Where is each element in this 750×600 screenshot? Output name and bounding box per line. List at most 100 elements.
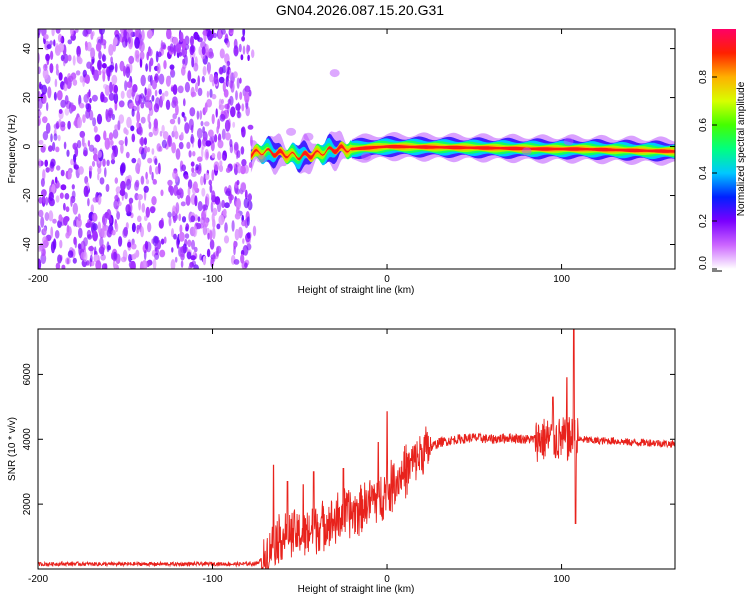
- noise-blob: [233, 246, 236, 256]
- noise-blob: [56, 165, 61, 171]
- noise-blob: [44, 74, 51, 83]
- noise-blob: [178, 141, 184, 150]
- noise-blob: [92, 117, 97, 127]
- noise-blob: [67, 75, 74, 83]
- noise-blob: [237, 163, 242, 174]
- noise-blob: [198, 162, 202, 171]
- noise-blob: [164, 90, 169, 97]
- noise-blob: [87, 140, 91, 147]
- noise-blob: [125, 151, 130, 159]
- noise-blob: [241, 36, 246, 42]
- noise-blob: [135, 93, 139, 102]
- noise-blob: [101, 63, 107, 69]
- noise-blob: [88, 245, 94, 252]
- noise-blob: [197, 75, 200, 87]
- noise-blob: [222, 208, 227, 217]
- noise-blob: [128, 253, 132, 263]
- noise-blob: [51, 29, 55, 37]
- noise-blob: [132, 84, 138, 93]
- noise-blob: [140, 226, 145, 238]
- noise-blob: [172, 113, 177, 120]
- noise-blob: [149, 57, 154, 67]
- noise-blob: [192, 225, 198, 237]
- noise-blob: [124, 136, 128, 147]
- noise-blob: [221, 199, 226, 209]
- noise-blob: [100, 91, 105, 103]
- noise-blob: [226, 40, 230, 48]
- noise-blob: [46, 102, 49, 112]
- noise-blob: [228, 69, 232, 79]
- noise-blob: [135, 179, 140, 188]
- noise-blob: [221, 128, 226, 140]
- noise-blob: [240, 146, 245, 155]
- noise-blob: [55, 63, 59, 71]
- noise-blob: [101, 226, 107, 238]
- noise-blob: [190, 86, 195, 98]
- noise-blob: [153, 118, 158, 129]
- noise-blob: [218, 104, 225, 111]
- noise-blob: [58, 109, 63, 114]
- noise-blob: [50, 161, 55, 169]
- snr-frame: [37, 328, 676, 570]
- noise-blob: [114, 177, 119, 184]
- y-tick-label: 0: [22, 143, 33, 149]
- noise-blob: [88, 165, 93, 172]
- noise-blob: [160, 40, 164, 52]
- noise-blob: [165, 75, 171, 87]
- noise-blob: [126, 81, 133, 88]
- noise-blob: [211, 113, 215, 125]
- noise-blob: [215, 108, 218, 118]
- noise-blob: [154, 252, 160, 260]
- noise-blob: [241, 103, 245, 112]
- noise-blob: [244, 262, 248, 268]
- noise-blob: [45, 167, 50, 173]
- noise-blob: [201, 187, 206, 197]
- noise-blob: [171, 100, 177, 109]
- x-tick-label: -100: [203, 574, 223, 585]
- colorbar: 0.0 0.2 0.4 0.6 0.8 Normalized spectral ampl…: [698, 29, 747, 272]
- colorbar-tick-label: 0.4: [698, 166, 709, 180]
- noise-blob: [65, 206, 70, 213]
- noise-blob: [54, 176, 58, 184]
- noise-blob: [144, 87, 147, 96]
- noise-blob: [191, 171, 197, 178]
- noise-blob: [126, 116, 132, 128]
- noise-blob: [221, 154, 226, 161]
- noise-blob: [226, 102, 230, 114]
- noise-blob: [197, 87, 203, 97]
- noise-blob: [136, 103, 140, 113]
- noise-blob: [208, 179, 213, 186]
- noise-blob: [179, 31, 184, 43]
- noise-blob: [58, 118, 62, 128]
- noise-blob: [184, 122, 190, 134]
- signal-halo: [361, 152, 372, 161]
- noise-blob: [83, 150, 88, 157]
- noise-blob: [147, 113, 151, 123]
- noise-blob: [240, 181, 247, 191]
- noise-blob: [160, 238, 165, 245]
- noise-blob: [125, 204, 131, 214]
- noise-blob: [149, 165, 152, 175]
- noise-blob: [154, 158, 158, 166]
- noise-blob: [217, 151, 222, 161]
- noise-blob: [128, 197, 134, 204]
- noise-blob: [155, 97, 161, 110]
- noise-blob: [240, 54, 244, 61]
- noise-blob: [73, 164, 79, 170]
- noise-blob: [167, 211, 172, 218]
- noise-blob: [104, 137, 111, 150]
- noise-blob: [168, 185, 173, 193]
- noise-blob: [181, 164, 187, 172]
- noise-blob: [190, 215, 196, 223]
- noise-blob: [54, 78, 58, 88]
- noise-blob: [158, 88, 162, 95]
- noise-blob: [193, 246, 198, 253]
- colorbar-tick-label: 0.0: [698, 256, 709, 270]
- noise-blob: [42, 236, 48, 244]
- noise-blob: [85, 108, 90, 119]
- noise-blob: [77, 57, 83, 65]
- noise-blob: [116, 201, 122, 207]
- noise-blob: [175, 202, 180, 214]
- noise-blob: [100, 39, 107, 46]
- noise-blob: [246, 44, 250, 55]
